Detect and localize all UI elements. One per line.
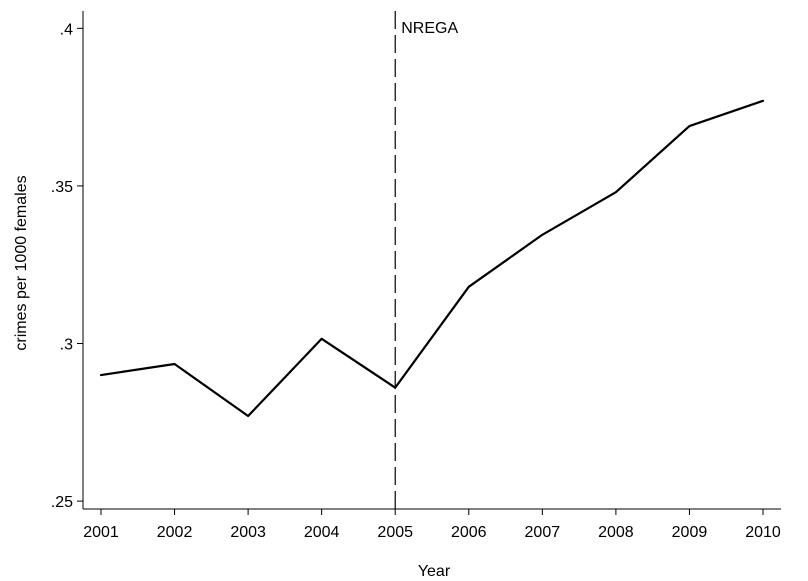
x-tick-label: 2007 — [525, 524, 561, 541]
series-group — [99, 99, 765, 418]
x-ticks: 2001 2002 2003 2004 2005 2006 2007 2008 2009 2010 — [83, 509, 781, 541]
y-tick-label: .35 — [51, 179, 73, 196]
y-tick-label: .25 — [51, 494, 73, 511]
x-tick-label: 2010 — [745, 524, 781, 541]
x-tick-label: 2001 — [83, 524, 119, 541]
y-axis-label: crimes per 1000 females — [13, 175, 30, 350]
x-tick-label: 2005 — [377, 524, 413, 541]
nrega-annotation-label: NREGA — [401, 20, 458, 37]
x-tick-label: 2003 — [230, 524, 266, 541]
x-tick-label: 2009 — [672, 524, 708, 541]
axes-group — [82, 11, 781, 510]
y-ticks: .25 .3 .35 .4 — [51, 21, 83, 511]
series-line — [99, 99, 765, 418]
x-tick-label: 2008 — [598, 524, 634, 541]
x-tick-label: 2004 — [304, 524, 340, 541]
y-tick-label: .4 — [60, 21, 73, 38]
x-tick-label: 2006 — [451, 524, 487, 541]
y-tick-label: .3 — [60, 337, 73, 354]
x-tick-label: 2002 — [157, 524, 193, 541]
x-axis-label: Year — [418, 563, 451, 580]
